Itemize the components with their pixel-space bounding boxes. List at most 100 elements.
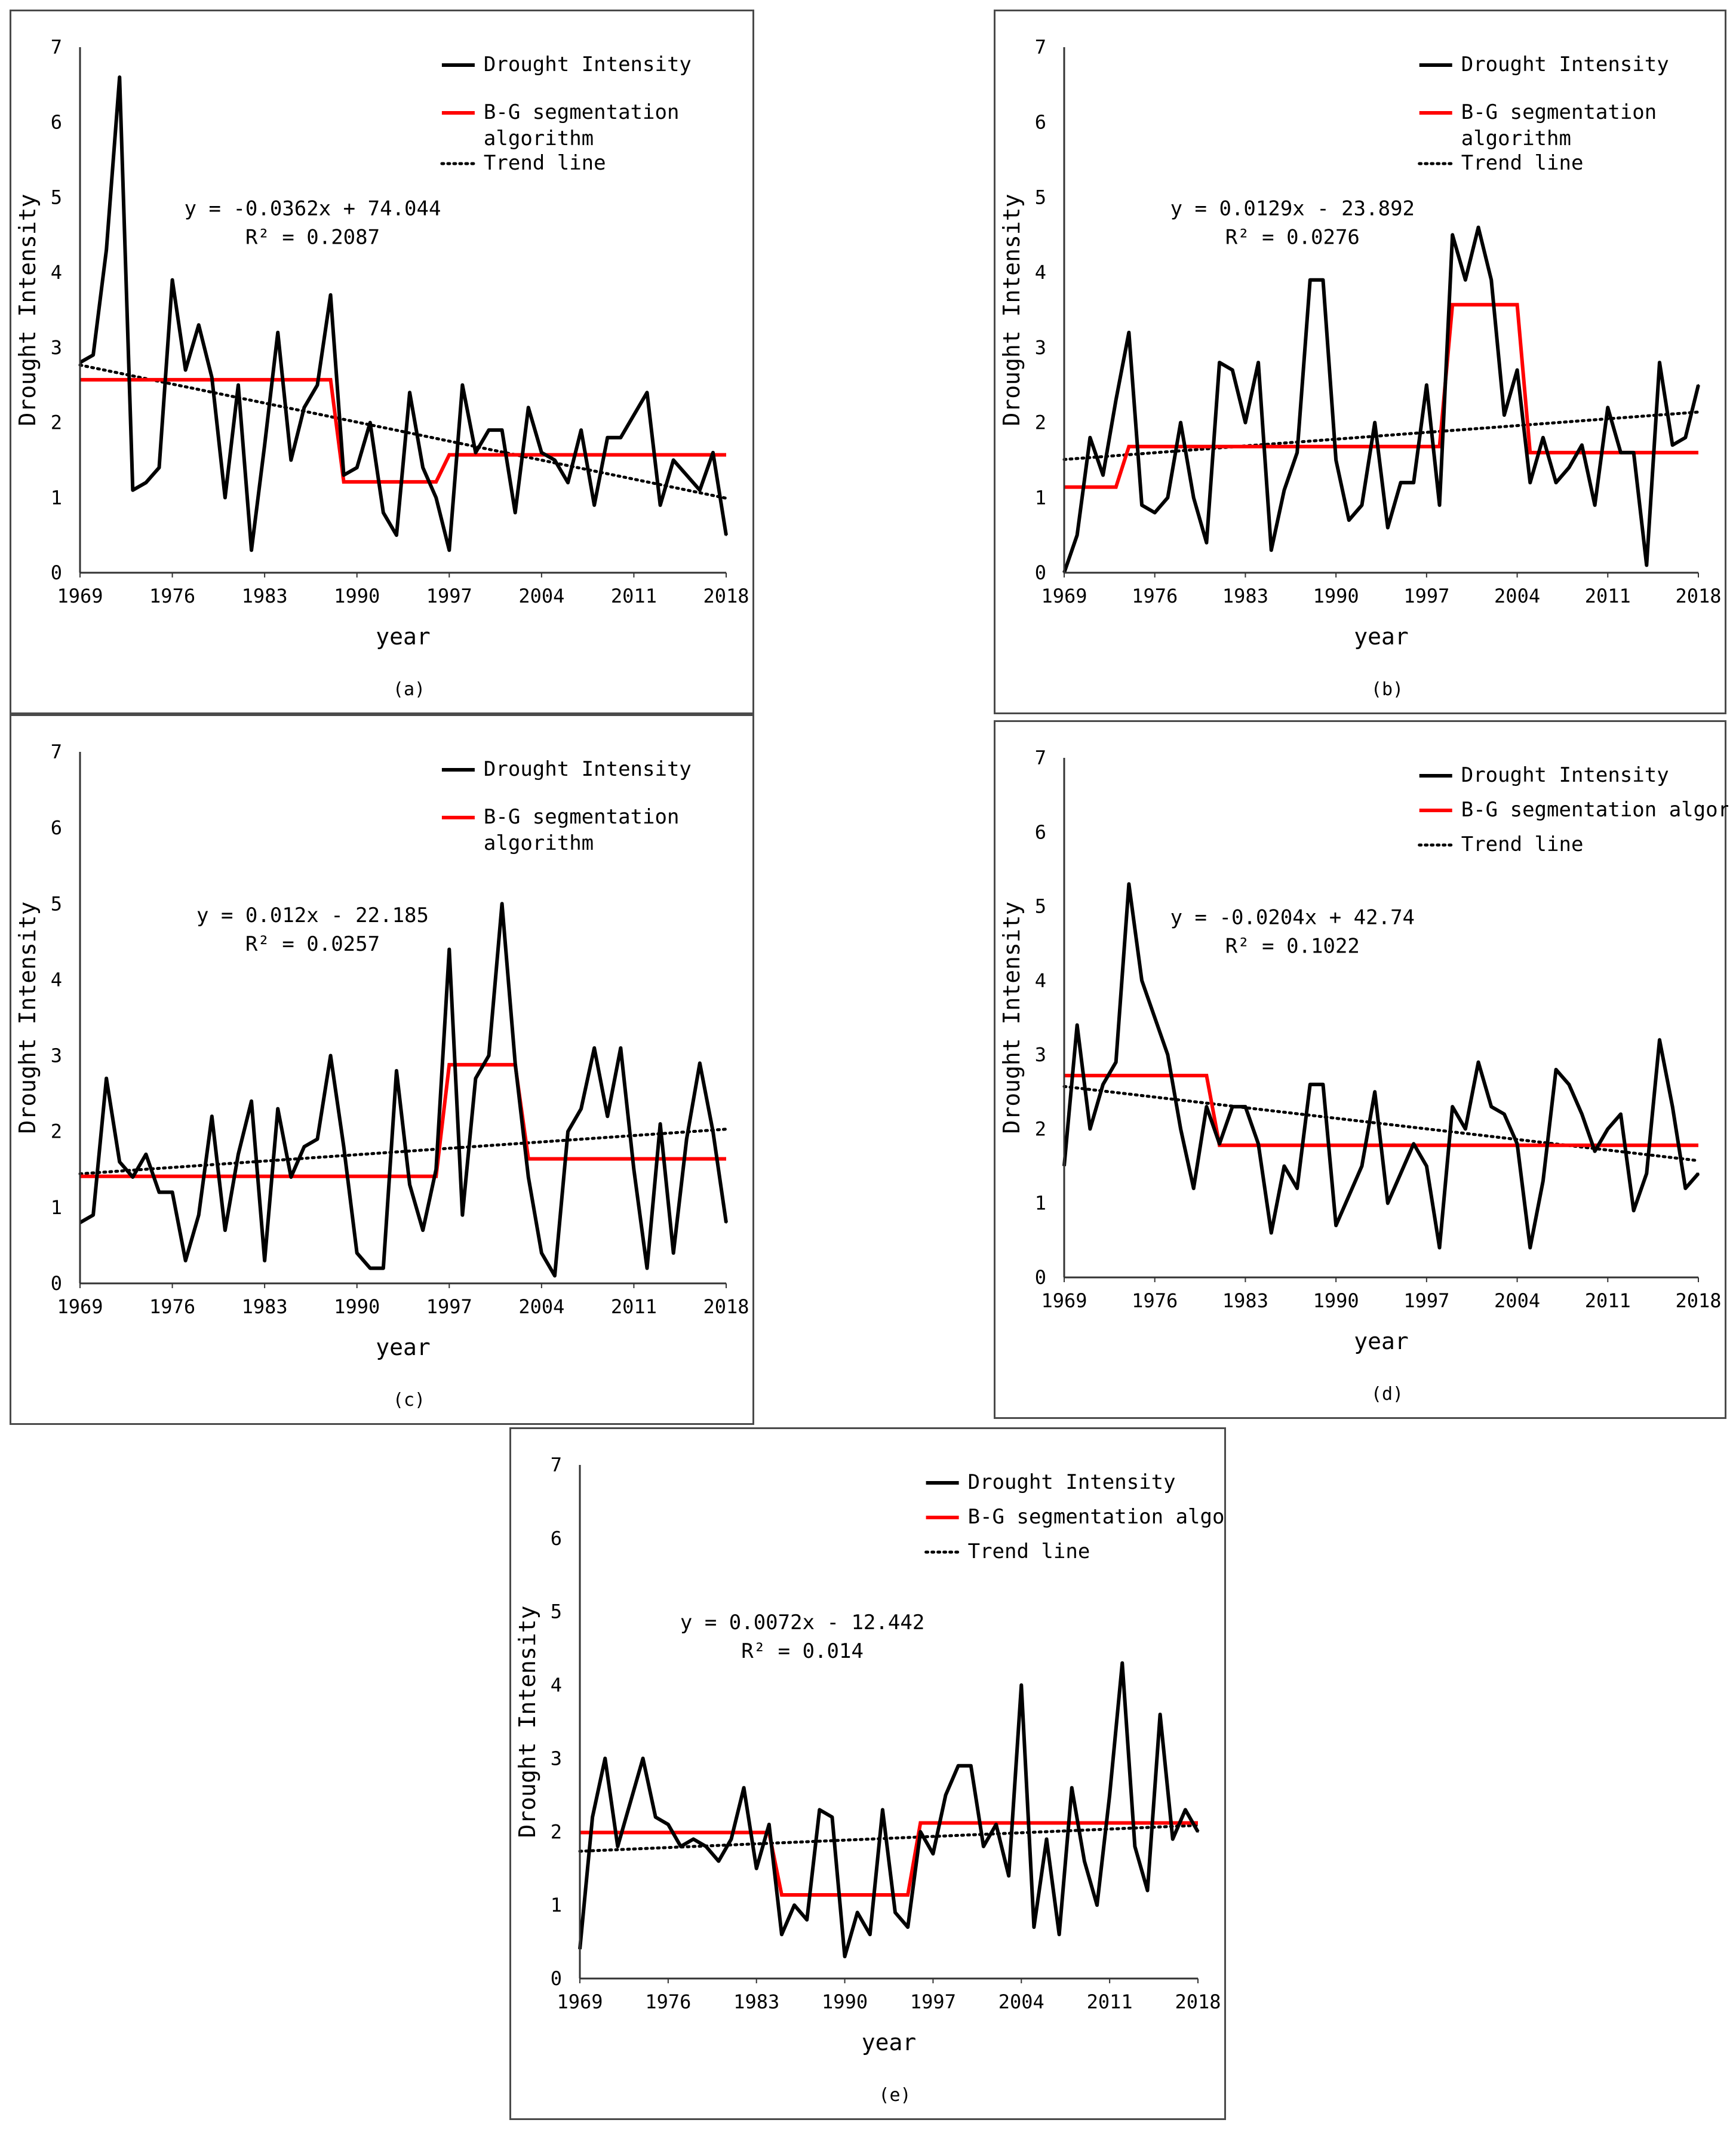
drought-point [680,1845,682,1848]
drought-point [303,1145,305,1148]
drought-point [1360,504,1363,506]
drought-point [435,1168,437,1171]
drought-intensity-line [1062,882,1700,1250]
x-tick-label: 2018 [703,585,749,607]
drought-point [1218,361,1221,364]
y-tick-label: 1 [551,1894,562,1916]
drought-point [1568,1083,1570,1086]
drought-point [831,1816,833,1818]
drought-point [1620,1113,1622,1116]
drought-point [593,1047,595,1049]
drought-point [1645,1172,1648,1175]
y-axis-title: Drought Intensity [14,194,41,426]
drought-point [1412,481,1415,484]
drought-point [1568,466,1570,469]
drought-point [198,324,200,326]
drought-point [567,481,569,484]
x-tick-label: 2004 [518,1295,564,1318]
y-tick-label: 1 [1035,1192,1046,1215]
drought-point [1697,384,1700,386]
trend-r2: R² = 0.1022 [1225,934,1360,958]
trend-line [78,1128,728,1176]
drought-point [343,1145,345,1148]
drought-point [408,1184,411,1186]
drought-point [970,1765,972,1767]
drought-point [145,1153,147,1156]
drought-point [185,369,187,371]
drought-point [1658,1039,1661,1041]
drought-point [1672,444,1674,446]
drought-point [1348,519,1350,521]
drought-point [1166,496,1169,499]
drought-point [1033,1926,1035,1928]
drought-point [945,1794,947,1796]
drought-point [158,466,160,469]
chart-d-svg: 0 1 2 3 4 5 6 7 1969 1976 1983 1990 1997 2004 2011 2018… [998,746,1728,1405]
drought-point [1697,1172,1700,1175]
legend-drought-label: Drought Intensity [1461,53,1669,76]
drought-point [369,422,371,424]
y-tick-label: 3 [1035,336,1046,359]
legend-bg-label-line1: B-G segmentation [484,100,680,124]
y-tick-label: 3 [51,1045,62,1067]
drought-point [250,549,253,551]
drought-intensity-line [79,75,728,552]
drought-point [1159,1713,1162,1716]
chart-panel-c: 0 1 2 3 4 5 6 7 1969 1976 1983 1990 1997 2004 2011 2018… [10,714,754,1425]
drought-point [591,1816,594,1818]
drought-point [1115,399,1117,401]
drought-point [1360,1165,1363,1168]
drought-point [646,1267,649,1270]
drought-point [1581,1113,1583,1116]
drought-point [995,1823,997,1826]
drought-point [632,1168,635,1171]
drought-point [919,1830,921,1833]
panel-label: (a) [393,679,425,700]
drought-intensity-line [79,902,728,1278]
drought-point [1102,1083,1104,1086]
y-tick-label: 4 [551,1674,562,1697]
drought-point [1464,1128,1467,1130]
drought-point [712,451,714,454]
bg-segment-line [580,1821,1198,1897]
drought-point [1283,489,1285,491]
drought-point [131,489,134,491]
y-tick-label: 6 [1035,821,1046,843]
drought-point [1400,481,1402,484]
x-tick-label: 1997 [1403,585,1449,607]
drought-point [894,1911,896,1913]
legend-bg-label-line2: algorithm [484,127,594,150]
drought-point [316,384,318,386]
drought-point [448,948,450,951]
drought-point [856,1911,859,1913]
drought-point [1555,481,1557,484]
chart-b-svg: 0 1 2 3 4 5 6 7 1969 1976 1983 1990 1997 2004 2011 2018… [998,36,1722,700]
drought-point [145,481,147,484]
drought-point [527,1176,530,1178]
y-tick-label: 4 [1035,261,1046,284]
y-tick-label: 6 [51,111,62,134]
drought-point [655,1816,657,1818]
y-tick-label: 1 [51,1196,62,1219]
drought-point [1464,279,1467,281]
y-tick-label: 5 [1035,186,1046,208]
drought-point [1231,369,1234,371]
drought-point [1205,1105,1207,1108]
drought-point [382,511,385,514]
y-axis-title: Drought Intensity [514,1606,540,1838]
drought-point [1477,226,1480,229]
drought-point [1594,504,1596,506]
legend-drought-label: Drought Intensity [1461,763,1669,787]
drought-point [1620,451,1622,454]
y-tick-label: 2 [51,411,62,434]
drought-point [554,1274,556,1277]
drought-intensity-line [578,1661,1200,1959]
drought-point [593,504,595,506]
y-tick-label: 0 [51,1272,62,1295]
trend-line [1062,410,1700,461]
drought-point [330,1055,332,1057]
drought-point [382,1267,385,1270]
y-tick-label: 6 [51,816,62,839]
y-tick-label: 7 [1035,36,1046,59]
drought-point [1581,444,1583,446]
